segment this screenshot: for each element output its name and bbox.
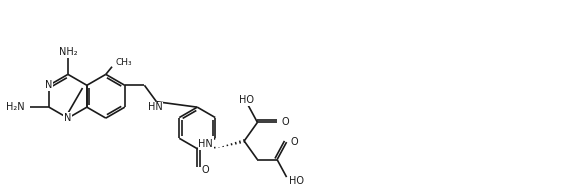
Text: HN: HN xyxy=(148,102,163,112)
Text: H₂N: H₂N xyxy=(6,102,25,112)
Text: N: N xyxy=(45,80,53,90)
Text: NH₂: NH₂ xyxy=(58,47,77,57)
Text: O: O xyxy=(291,137,298,147)
Text: HO: HO xyxy=(239,95,254,105)
Text: CH₃: CH₃ xyxy=(115,58,132,67)
Text: O: O xyxy=(281,117,289,127)
Text: O: O xyxy=(202,165,210,175)
Text: HN: HN xyxy=(199,139,213,149)
Text: N: N xyxy=(64,113,72,123)
Text: HO: HO xyxy=(290,176,305,186)
